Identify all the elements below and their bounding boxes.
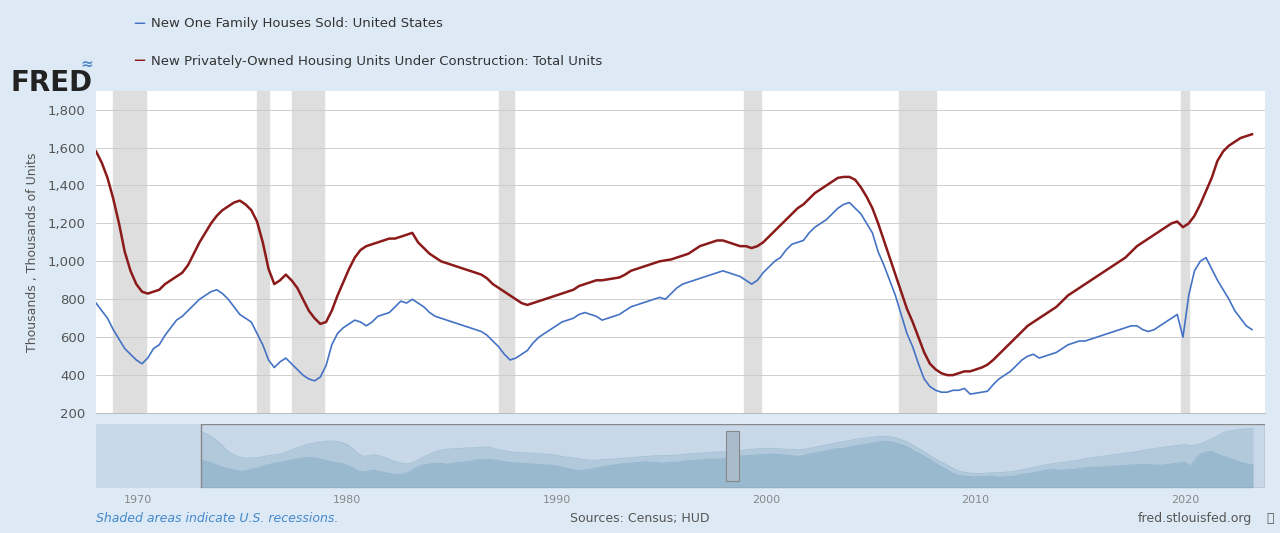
- Text: fred.stlouisfed.org: fred.stlouisfed.org: [1138, 512, 1252, 524]
- Text: ⛶: ⛶: [1266, 512, 1274, 524]
- Bar: [499, 91, 515, 413]
- Bar: [900, 91, 936, 413]
- Text: FRED: FRED: [10, 69, 92, 98]
- Text: ≈: ≈: [81, 57, 93, 72]
- Text: New Privately-Owned Housing Units Under Construction: Total Units: New Privately-Owned Housing Units Under …: [151, 55, 603, 68]
- Y-axis label: Thousands , Thousands of Units: Thousands , Thousands of Units: [27, 152, 40, 352]
- Bar: [1181, 91, 1189, 413]
- Bar: [744, 91, 762, 413]
- Bar: [726, 431, 739, 481]
- Bar: [113, 91, 146, 413]
- Text: New One Family Houses Sold: United States: New One Family Houses Sold: United State…: [151, 18, 443, 30]
- Text: Shaded areas indicate U.S. recessions.: Shaded areas indicate U.S. recessions.: [96, 512, 338, 524]
- Text: Sources: Census; HUD: Sources: Census; HUD: [571, 512, 709, 524]
- Text: ─: ─: [134, 52, 145, 70]
- Bar: [257, 91, 269, 413]
- Text: ─: ─: [134, 15, 145, 33]
- Bar: [292, 91, 324, 413]
